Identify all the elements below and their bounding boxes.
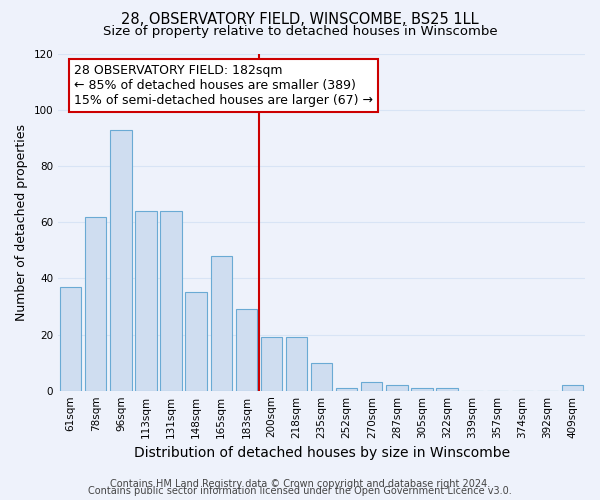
- Bar: [110, 130, 131, 390]
- Bar: [562, 385, 583, 390]
- Bar: [411, 388, 433, 390]
- Bar: [160, 211, 182, 390]
- Bar: [236, 310, 257, 390]
- Bar: [85, 216, 106, 390]
- Bar: [386, 385, 407, 390]
- Bar: [311, 362, 332, 390]
- Bar: [361, 382, 382, 390]
- Bar: [286, 338, 307, 390]
- X-axis label: Distribution of detached houses by size in Winscombe: Distribution of detached houses by size …: [134, 446, 509, 460]
- Y-axis label: Number of detached properties: Number of detached properties: [15, 124, 28, 321]
- Text: Contains HM Land Registry data © Crown copyright and database right 2024.: Contains HM Land Registry data © Crown c…: [110, 479, 490, 489]
- Bar: [336, 388, 358, 390]
- Bar: [185, 292, 207, 390]
- Bar: [60, 287, 82, 391]
- Bar: [136, 211, 157, 390]
- Text: 28, OBSERVATORY FIELD, WINSCOMBE, BS25 1LL: 28, OBSERVATORY FIELD, WINSCOMBE, BS25 1…: [121, 12, 479, 28]
- Bar: [436, 388, 458, 390]
- Text: Contains public sector information licensed under the Open Government Licence v3: Contains public sector information licen…: [88, 486, 512, 496]
- Text: Size of property relative to detached houses in Winscombe: Size of property relative to detached ho…: [103, 25, 497, 38]
- Text: 28 OBSERVATORY FIELD: 182sqm
← 85% of detached houses are smaller (389)
15% of s: 28 OBSERVATORY FIELD: 182sqm ← 85% of de…: [74, 64, 373, 107]
- Bar: [211, 256, 232, 390]
- Bar: [261, 338, 282, 390]
